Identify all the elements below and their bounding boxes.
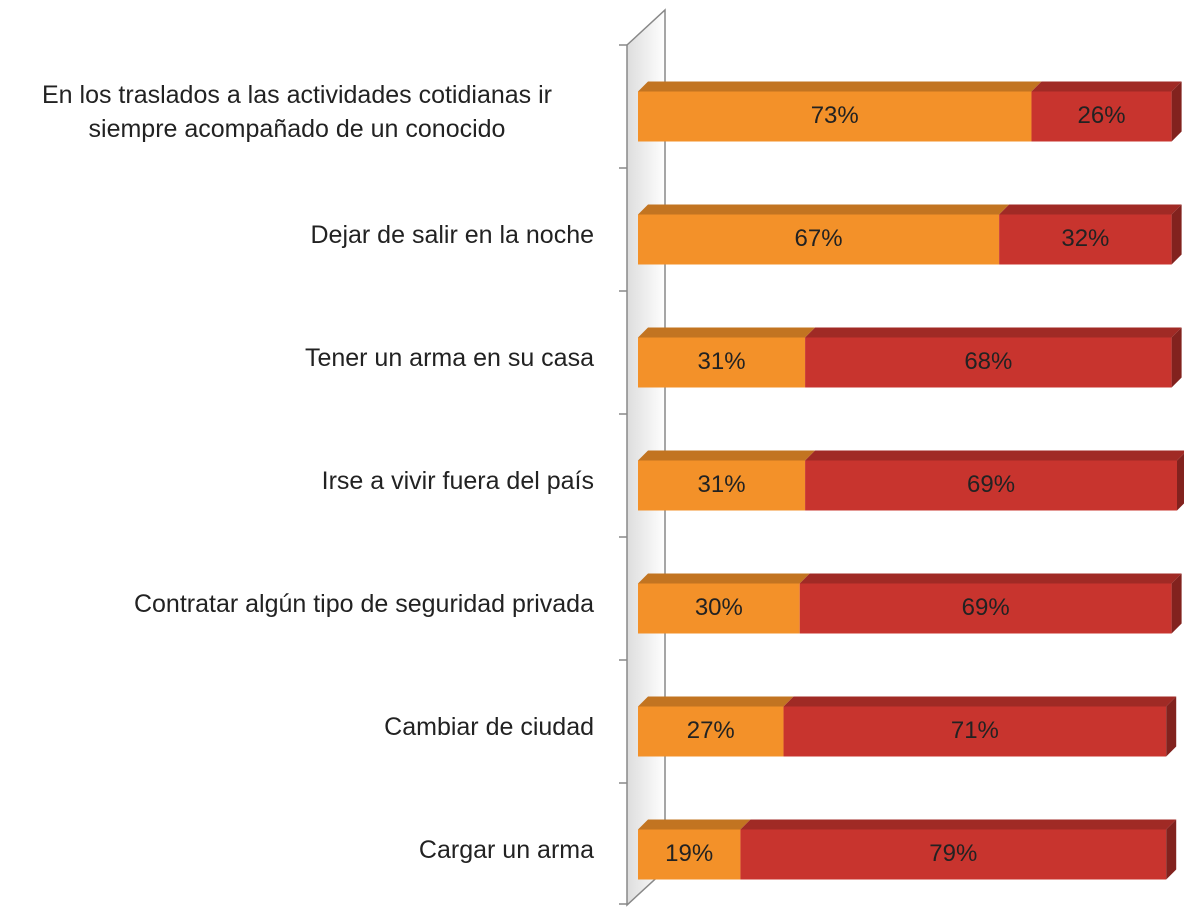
bar (638, 91, 1032, 142)
bar-top (638, 450, 816, 461)
bar-top (638, 81, 1042, 92)
bar-top (799, 573, 1182, 584)
bar-top (805, 450, 1184, 461)
value-label: 32% (1061, 225, 1109, 252)
value-label: 73% (811, 102, 859, 129)
bar-end (1171, 81, 1182, 142)
bar (805, 337, 1172, 388)
value-label: 79% (929, 840, 977, 867)
bar-top (805, 327, 1182, 338)
bar (638, 337, 806, 388)
bar (799, 583, 1172, 634)
bar-end (1166, 696, 1177, 757)
category-label: En los traslados a las actividades cotid… (42, 80, 552, 143)
bar-top (1031, 81, 1182, 92)
bar-top (783, 696, 1177, 707)
category-label: Cargar un arma (418, 835, 594, 864)
value-label: 26% (1078, 102, 1126, 129)
bar (740, 829, 1167, 880)
bar-top (638, 573, 810, 584)
bar (638, 460, 806, 511)
bar (805, 460, 1177, 511)
bar-top (638, 204, 1010, 215)
bar-top (740, 819, 1177, 830)
bar (1031, 91, 1172, 142)
category-label: Cambiar de ciudad (384, 712, 594, 741)
value-label: 31% (698, 348, 746, 375)
category-label: Tener un arma en su casa (304, 343, 594, 372)
bar (999, 214, 1172, 265)
bar-end (1177, 453, 1184, 511)
bar-end (1171, 573, 1182, 634)
value-label: 68% (964, 348, 1012, 375)
category-label: Irse a vivir fuera del país (321, 466, 594, 495)
bar (638, 214, 1000, 265)
value-label: 71% (951, 717, 999, 744)
bar-end (1171, 327, 1182, 388)
category-label: Contratar algún tipo de seguridad privad… (133, 589, 594, 618)
bar-top (638, 819, 751, 830)
bar-top (638, 327, 816, 338)
value-label: 31% (698, 471, 746, 498)
value-label: 69% (967, 471, 1015, 498)
bar-top (638, 696, 794, 707)
bar-end (1171, 204, 1182, 265)
value-label: 67% (795, 225, 843, 252)
value-label: 30% (695, 594, 743, 621)
bar-end (1166, 819, 1177, 880)
category-label: Dejar de salir en la noche (310, 220, 595, 249)
value-label: 19% (665, 840, 713, 867)
value-label: 27% (687, 717, 735, 744)
value-label: 69% (962, 594, 1010, 621)
bar (638, 706, 784, 757)
bar-top (999, 204, 1182, 215)
bar (638, 583, 800, 634)
bar (638, 829, 741, 880)
bar (783, 706, 1167, 757)
